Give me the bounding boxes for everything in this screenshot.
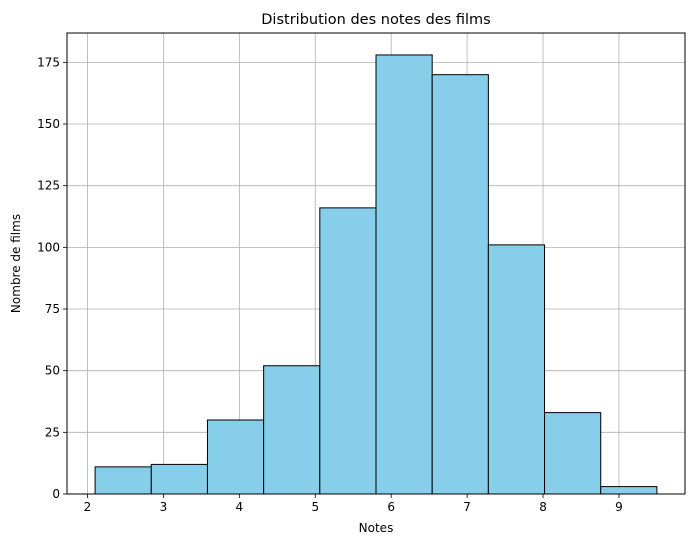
histogram-bar <box>94 466 152 495</box>
histogram-bar <box>150 463 208 495</box>
histogram-bar <box>263 365 321 495</box>
y-tick-label: 25 <box>45 425 60 439</box>
histogram-bar <box>600 486 658 495</box>
plot-frame <box>66 32 686 495</box>
y-tick-label: 0 <box>52 487 60 501</box>
chart-title: Distribution des notes des films <box>261 12 490 28</box>
histogram-bar <box>206 419 265 495</box>
histogram-bar <box>319 207 377 495</box>
bars-layer <box>94 54 658 495</box>
x-tick-label: 6 <box>387 500 395 514</box>
x-tick-label: 2 <box>84 500 92 514</box>
x-tick-label: 3 <box>160 500 168 514</box>
x-tick-label: 8 <box>539 500 547 514</box>
y-tick-label: 50 <box>45 364 60 378</box>
y-axis-label: Nombre de films <box>9 214 23 313</box>
y-tick-label: 75 <box>45 302 60 316</box>
y-tick-label: 175 <box>37 55 60 69</box>
x-axis-label: Notes <box>359 521 394 535</box>
x-tick-label: 9 <box>615 500 623 514</box>
histogram-bar <box>544 412 602 495</box>
y-tick-label: 125 <box>37 179 60 193</box>
histogram-bar <box>487 244 546 495</box>
x-tick-label: 5 <box>311 500 319 514</box>
histogram-bar <box>375 54 433 495</box>
x-tick-label: 7 <box>463 500 471 514</box>
histogram-bar <box>431 74 489 495</box>
y-tick-label: 100 <box>37 240 60 254</box>
y-tick-label: 150 <box>37 117 60 131</box>
x-tick-label: 4 <box>236 500 244 514</box>
ticks-layer: 2 3 4 5 6 7 8 9 0 25 50 75 100 125 150 175 <box>37 55 623 514</box>
